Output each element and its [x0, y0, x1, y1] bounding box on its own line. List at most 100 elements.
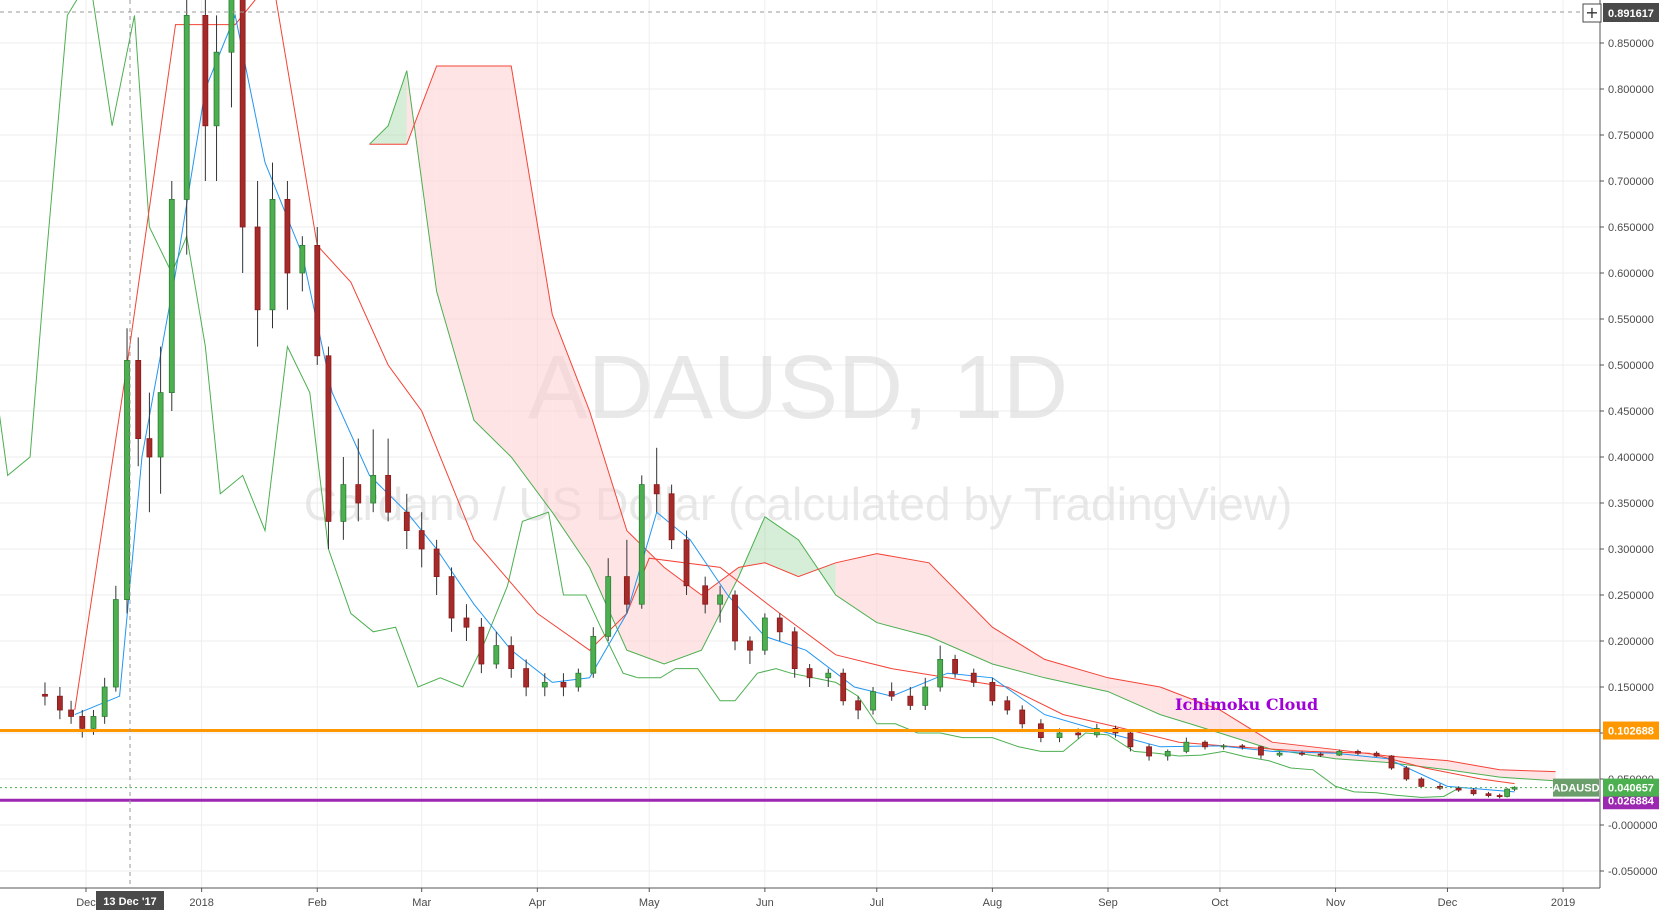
candle-bearish [1485, 793, 1492, 796]
y-tick-label: 0.850000 [1608, 38, 1654, 50]
candle-bearish [463, 617, 470, 628]
x-tick-label: Jun [756, 897, 774, 909]
candle-bearish [702, 585, 709, 605]
y-tick-label: -0.000000 [1608, 820, 1658, 832]
candle-bullish [1336, 751, 1343, 756]
x-tick-label: Feb [308, 897, 327, 909]
candle-bullish [575, 672, 582, 688]
crosshair-date-box [96, 891, 164, 910]
y-tick-label: 0.150000 [1608, 682, 1654, 694]
candle-bearish [448, 576, 455, 619]
candle-bearish [1496, 795, 1503, 797]
candle-bullish [1511, 786, 1518, 790]
candle-bullish [299, 244, 306, 274]
cloud-segment-bearish [992, 627, 1045, 678]
y-tick-label: 0.500000 [1608, 360, 1654, 372]
price-tags: 0.102688 0.026884 ADAUSD 0.040657 [1552, 721, 1659, 810]
candle-bullish [1183, 741, 1190, 752]
candle-bearish [523, 668, 530, 688]
y-tick-label: 0.800000 [1608, 84, 1654, 96]
cloud-segment-bearish [1447, 760, 1500, 778]
candle-bearish [79, 716, 86, 729]
cloud-segment-bearish [876, 553, 929, 637]
candle-bearish [284, 198, 291, 274]
candle-bullish [1276, 752, 1283, 756]
y-tick-label: 0.750000 [1608, 130, 1654, 142]
candle-bearish [1418, 778, 1425, 787]
candle-bearish [1202, 741, 1208, 748]
y-tick-label: -0.050000 [1608, 866, 1658, 878]
candle-bearish [1299, 752, 1305, 755]
candle-bearish [418, 530, 425, 550]
candle-bearish [56, 695, 63, 711]
x-tick-label: Dec [1438, 897, 1458, 909]
candle-bearish [1373, 752, 1380, 757]
candle-bearish [1239, 745, 1246, 748]
grid [0, 0, 1600, 888]
candle-bearish [1004, 700, 1011, 711]
candle-bullish [590, 636, 597, 674]
candle-bullish [1220, 745, 1227, 748]
x-tick-label: Oct [1211, 897, 1228, 909]
y-tick-label: 0.550000 [1608, 314, 1654, 326]
watermark: ADAUSD, 1D Cardano / US Dollar (calculat… [304, 338, 1293, 530]
x-tick-label: 2018 [189, 897, 213, 909]
crosshair-price-box [1603, 3, 1659, 22]
candle-bullish [541, 682, 548, 688]
candle-bullish [124, 359, 130, 600]
candle-bearish [239, 0, 246, 228]
symbol-tag-label: ADAUSD [1552, 783, 1599, 795]
last-price-label: 0.040657 [1608, 783, 1654, 795]
y-tick-label: 0.200000 [1608, 636, 1654, 648]
candle-bullish [269, 198, 276, 311]
y-tick-label: 0.350000 [1608, 498, 1654, 510]
cloud-segment-bearish [1160, 687, 1220, 733]
y-tick-label: 0.700000 [1608, 176, 1654, 188]
x-tick-label: Sep [1098, 897, 1118, 909]
candle-bearish [254, 226, 261, 311]
candle-bullish [937, 659, 944, 688]
candle-bearish [1317, 753, 1324, 756]
candle-bearish [1355, 751, 1361, 754]
x-tick-label: Apr [529, 897, 546, 909]
candle-bearish [1455, 787, 1462, 791]
y-tick-label: 0.450000 [1608, 406, 1654, 418]
candle-bullish [761, 617, 768, 651]
cloud-segment-bullish [764, 516, 799, 577]
symbol-tag-box [1553, 778, 1599, 797]
candle-bullish [1164, 751, 1171, 757]
watermark-subtitle: Cardano / US Dollar (calculated by Tradi… [304, 478, 1293, 530]
horizontal-line-price-label: 0.026884 [1608, 795, 1655, 807]
candle-bearish [806, 668, 813, 679]
x-tick-label: 2019 [1551, 897, 1575, 909]
candle-bearish [68, 709, 74, 717]
candle-bearish [1258, 746, 1264, 756]
candle-bullish [717, 594, 723, 605]
cloud-segment-bearish [928, 562, 993, 664]
cloud-segment-bearish [1108, 677, 1161, 715]
cloud-segment-bearish [664, 567, 702, 664]
cloud-segment-bearish [511, 66, 553, 513]
candle-bearish [623, 576, 630, 605]
candle-bearish [403, 511, 410, 532]
candle-bullish [183, 14, 190, 200]
candle-bullish [493, 645, 500, 665]
senkou-span-b-line [369, 65, 1556, 773]
candle-bearish [952, 659, 958, 674]
y-tick-label: 0.400000 [1608, 452, 1654, 464]
candle-bullish [228, 0, 235, 53]
horizontal-line-price-box [1603, 721, 1659, 740]
cloud-segment-bullish [388, 70, 407, 145]
candle-bearish [776, 617, 783, 633]
candle-bullish [870, 691, 876, 711]
crosshair-price-label: 0.891617 [1608, 8, 1654, 20]
horizontal-lines[interactable] [0, 729, 1600, 802]
candle-bullish [101, 686, 108, 717]
candle-bearish [855, 700, 862, 711]
crosshair-plus-box[interactable] [1582, 3, 1602, 23]
y-tick-label: 0.300000 [1608, 544, 1654, 556]
x-tick-label: Dec [76, 897, 96, 909]
cloud-segment-bearish [473, 66, 512, 457]
